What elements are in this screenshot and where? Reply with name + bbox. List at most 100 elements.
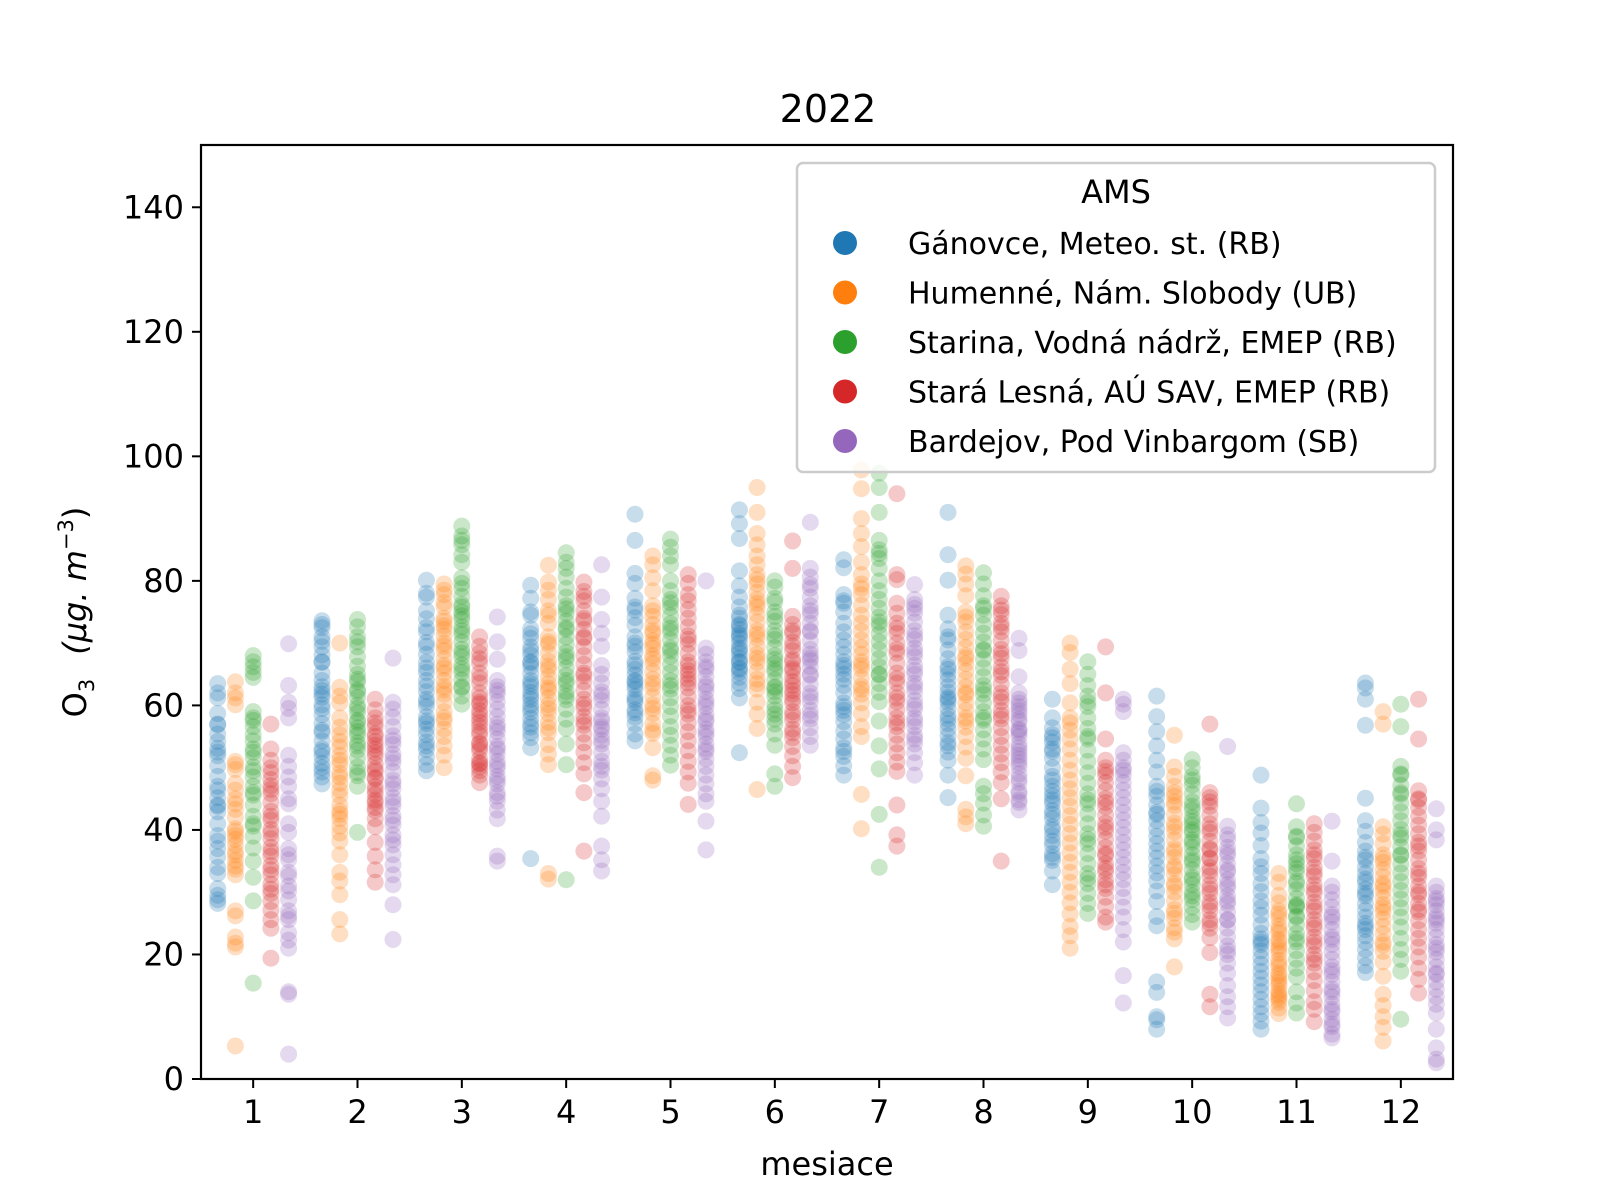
data-point [1374,853,1392,871]
data-point [262,847,280,865]
data-point [766,647,784,665]
data-point [244,796,262,814]
data-point [852,685,870,703]
data-point [888,718,906,736]
data-point [384,762,402,780]
data-point [939,743,957,761]
data-point [522,850,540,868]
data-point [1270,944,1288,962]
data-point [209,858,227,876]
data-point [679,630,697,648]
data-point [417,623,435,641]
data-point [331,832,349,850]
data-point [488,801,506,819]
data-point [1270,999,1288,1017]
data-point [488,767,506,785]
data-point [626,708,644,726]
data-point [1270,902,1288,920]
data-point [280,911,298,929]
data-point [1270,958,1288,976]
data-point [992,745,1010,763]
data-point [888,640,906,658]
data-point [748,781,766,798]
data-point [417,708,435,726]
data-point [1252,942,1270,960]
data-point [1079,709,1097,727]
data-point [766,639,784,656]
data-point [539,689,557,707]
data-point [331,768,349,786]
data-point [992,663,1010,681]
data-point [1097,888,1115,906]
data-point [349,696,366,714]
data-point [226,1037,244,1055]
data-point [349,673,366,691]
data-point [575,638,593,656]
data-point [593,862,611,880]
data-point [522,739,540,757]
data-point [1323,898,1341,916]
data-point [453,546,471,564]
data-point [1427,936,1445,953]
data-point [975,650,992,668]
data-point [1148,849,1166,867]
data-point [644,650,662,668]
data-point [992,728,1010,745]
data-point [593,674,611,692]
data-point [1219,871,1237,889]
data-point [557,597,575,615]
data-point [244,718,262,736]
data-point [1305,846,1323,864]
data-point [1061,771,1079,789]
data-point [1043,690,1061,708]
data-point [384,731,402,749]
data-point [488,672,506,689]
data-point [488,775,506,793]
data-point [1114,848,1132,866]
data-point [870,503,888,521]
data-point [888,701,906,719]
data-point [1097,684,1115,702]
data-point [557,579,575,597]
data-point [1148,1011,1166,1029]
data-point [957,623,975,641]
data-point [453,644,471,662]
data-point [697,572,715,590]
data-point [557,700,575,718]
data-point [366,744,384,762]
data-point [417,683,435,701]
data-point [852,606,870,624]
data-point [852,614,870,632]
data-point [748,606,766,623]
data-point [644,569,662,587]
data-point [852,645,870,663]
data-point [906,735,924,753]
data-point [209,705,227,722]
data-point [766,725,784,743]
data-point [801,658,819,676]
data-point [957,684,975,702]
data-point [1288,994,1305,1012]
data-point [539,745,557,763]
data-point [557,600,575,618]
data-point [957,815,975,833]
data-point [575,716,593,734]
data-point [522,629,540,647]
data-point [1079,845,1097,863]
data-point [1183,891,1201,909]
data-point [1010,746,1028,764]
data-point [1010,698,1028,716]
data-point [1427,988,1445,1006]
data-point [384,736,402,754]
data-point [417,690,435,708]
data-point [1010,668,1028,686]
data-point [1374,1008,1392,1026]
data-point [575,664,593,682]
data-point [226,860,244,878]
data-point [939,660,957,678]
data-point [730,577,748,595]
data-point [1061,853,1079,871]
data-point [697,735,715,753]
data-point [1165,866,1183,884]
data-point [1323,995,1341,1013]
